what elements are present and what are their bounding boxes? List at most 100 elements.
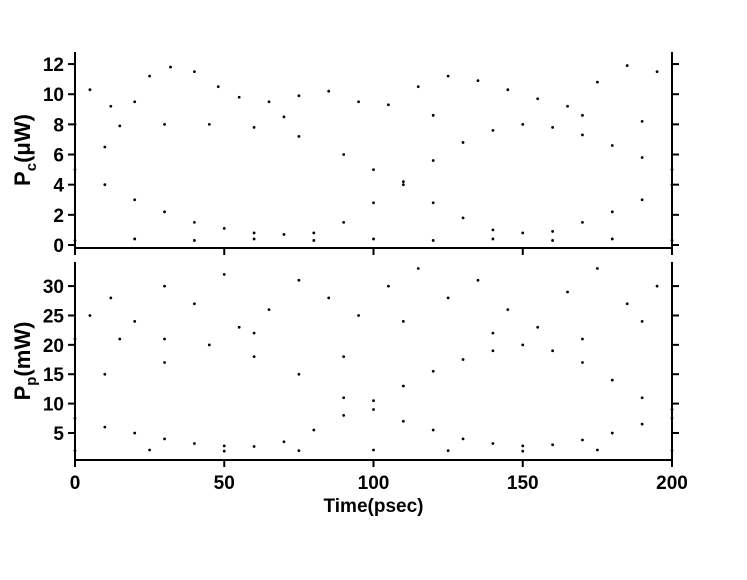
data-point bbox=[88, 314, 92, 317]
y-tick-label: 20 bbox=[43, 336, 64, 357]
data-point bbox=[133, 237, 137, 241]
data-point bbox=[640, 422, 644, 426]
data-point bbox=[431, 428, 435, 432]
data-point bbox=[282, 115, 286, 119]
data-point bbox=[297, 449, 301, 452]
data-point bbox=[521, 343, 525, 347]
data-point bbox=[133, 198, 137, 202]
data-point bbox=[506, 308, 510, 311]
data-point bbox=[133, 431, 137, 435]
data-point bbox=[416, 267, 420, 270]
data-point bbox=[551, 230, 554, 233]
data-point bbox=[401, 180, 405, 184]
data-point bbox=[193, 302, 196, 306]
data-point bbox=[566, 290, 569, 294]
data-point bbox=[372, 448, 375, 452]
y-label-unit: (μW) bbox=[10, 114, 35, 163]
data-point bbox=[267, 100, 271, 104]
data-point bbox=[193, 220, 196, 224]
data-point bbox=[655, 284, 659, 288]
data-point bbox=[222, 227, 226, 230]
data-point bbox=[118, 124, 122, 128]
data-point bbox=[581, 220, 584, 224]
x-tick-label: 100 bbox=[358, 473, 390, 494]
data-point bbox=[297, 372, 301, 376]
x-tick-label: 200 bbox=[656, 473, 688, 494]
x-axis-label: Time(psec) bbox=[324, 496, 424, 517]
y-axis-label: Pp(mW) bbox=[10, 322, 40, 401]
data-point bbox=[163, 361, 166, 364]
data-point bbox=[372, 201, 375, 205]
x-tick-label: 0 bbox=[70, 473, 81, 494]
data-point bbox=[401, 384, 405, 388]
data-point bbox=[312, 428, 316, 432]
data-point bbox=[491, 442, 495, 445]
data-point bbox=[252, 237, 256, 241]
data-point bbox=[342, 396, 346, 400]
data-point bbox=[222, 449, 226, 453]
data-point bbox=[252, 125, 256, 129]
data-point bbox=[73, 239, 77, 242]
data-point bbox=[640, 198, 644, 202]
data-point bbox=[640, 319, 644, 323]
data-point bbox=[163, 284, 166, 288]
data-point bbox=[476, 79, 480, 83]
data-point bbox=[581, 337, 584, 341]
data-point bbox=[610, 431, 614, 435]
data-point bbox=[207, 343, 211, 347]
y-tick-label: 0 bbox=[53, 236, 64, 257]
data-point bbox=[491, 349, 495, 353]
data-point bbox=[222, 272, 226, 276]
data-point bbox=[581, 361, 584, 364]
data-point bbox=[491, 228, 495, 232]
data-point bbox=[148, 448, 152, 452]
data-point bbox=[536, 97, 540, 101]
data-point bbox=[431, 369, 435, 373]
data-point bbox=[655, 70, 659, 73]
data-point bbox=[640, 396, 644, 400]
data-point bbox=[640, 156, 644, 159]
x-tick-label: 50 bbox=[214, 473, 235, 494]
data-point bbox=[431, 113, 435, 117]
data-point bbox=[312, 231, 316, 235]
data-point bbox=[342, 413, 346, 417]
data-point bbox=[461, 216, 465, 220]
data-point bbox=[581, 113, 584, 117]
data-point bbox=[551, 239, 554, 242]
data-point bbox=[103, 425, 107, 429]
y-label-main: P bbox=[10, 386, 35, 401]
data-point bbox=[342, 355, 346, 358]
y-tick-label: 12 bbox=[43, 55, 64, 76]
data-point bbox=[342, 153, 346, 156]
y-tick-label: 25 bbox=[43, 306, 65, 327]
data-point bbox=[401, 419, 405, 423]
y-tick-label: 10 bbox=[43, 85, 64, 106]
data-point bbox=[595, 267, 599, 270]
y-label-sub: c bbox=[23, 163, 40, 171]
data-point bbox=[401, 319, 405, 323]
data-point bbox=[446, 74, 450, 78]
data-point bbox=[297, 278, 301, 282]
data-point bbox=[73, 122, 77, 126]
data-point bbox=[357, 100, 360, 104]
data-point bbox=[327, 296, 331, 300]
data-point bbox=[551, 349, 554, 353]
data-point bbox=[327, 89, 331, 93]
data-point bbox=[610, 144, 614, 147]
data-point bbox=[476, 278, 480, 282]
y-tick-label: 30 bbox=[43, 277, 64, 298]
data-point bbox=[297, 135, 301, 138]
data-point bbox=[297, 94, 301, 98]
data-point bbox=[163, 122, 166, 126]
y-tick-label: 4 bbox=[53, 176, 64, 197]
data-point bbox=[551, 125, 554, 129]
data-point bbox=[193, 239, 196, 242]
y-axis-label: Pc(μW) bbox=[10, 114, 40, 186]
data-point bbox=[103, 372, 107, 376]
data-point bbox=[282, 233, 286, 236]
data-point bbox=[670, 408, 674, 411]
y-tick-label: 10 bbox=[43, 395, 64, 416]
data-point bbox=[109, 296, 113, 300]
data-point bbox=[670, 183, 674, 187]
data-point bbox=[506, 88, 510, 92]
